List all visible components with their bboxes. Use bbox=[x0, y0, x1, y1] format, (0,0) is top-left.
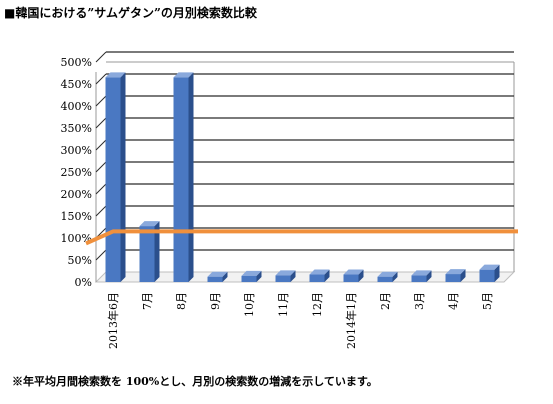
bar bbox=[377, 276, 393, 282]
y-tick-label: 200% bbox=[61, 188, 92, 201]
bar-side bbox=[290, 270, 296, 282]
bar bbox=[139, 226, 155, 282]
gridline-diag bbox=[95, 205, 107, 217]
x-tick-label: 4月 bbox=[447, 292, 460, 310]
reference-line bbox=[85, 229, 518, 246]
gridline-diag bbox=[95, 117, 107, 129]
y-tick-label: 300% bbox=[61, 144, 92, 157]
bar-side bbox=[494, 264, 500, 282]
gridline-diag bbox=[95, 249, 107, 261]
bar bbox=[275, 275, 291, 282]
bar-side bbox=[460, 269, 466, 282]
y-tick-label: 400% bbox=[61, 100, 92, 113]
bar bbox=[343, 274, 359, 282]
y-tick-label: 0% bbox=[75, 276, 92, 289]
gridline-diag bbox=[95, 73, 107, 85]
gridline-diag bbox=[95, 51, 107, 63]
bar-side bbox=[358, 269, 364, 282]
bar-top bbox=[173, 72, 194, 78]
y-tick-label: 100% bbox=[61, 232, 92, 245]
bar-side bbox=[256, 270, 262, 282]
bar-top bbox=[309, 269, 330, 275]
gridline-diag bbox=[95, 183, 107, 195]
x-tick-label: 5月 bbox=[481, 292, 494, 310]
y-tick-label: 450% bbox=[61, 78, 92, 91]
x-tick-label: 10月 bbox=[243, 292, 256, 317]
x-tick-label: 2013年6月 bbox=[106, 292, 120, 349]
y-tick-label: 250% bbox=[61, 166, 92, 179]
x-tick-label: 3月 bbox=[413, 292, 426, 310]
bar-side bbox=[154, 221, 160, 282]
bar bbox=[309, 274, 325, 282]
bar-side bbox=[188, 72, 194, 283]
bar-side bbox=[426, 270, 432, 282]
bar-top bbox=[343, 269, 364, 275]
x-tick-label: 8月 bbox=[175, 292, 188, 310]
x-tick-label: 2月 bbox=[379, 292, 392, 310]
bar-side bbox=[392, 271, 398, 282]
chart-title: ■韓国における”サムゲタン”の月別検索数比較 bbox=[4, 6, 257, 20]
x-tick-label: 7月 bbox=[141, 292, 154, 310]
bar bbox=[411, 275, 427, 282]
bar-side bbox=[222, 271, 228, 282]
bar-top bbox=[207, 271, 228, 277]
bar-top bbox=[139, 221, 160, 227]
y-tick-label: 350% bbox=[61, 122, 92, 135]
gridline-diag bbox=[95, 139, 107, 151]
y-tick-label: 150% bbox=[61, 210, 92, 223]
footnote: ※年平均月間検索数を 100%とし、月別の検索数の増減を示しています。 bbox=[12, 375, 378, 388]
bar-top bbox=[377, 271, 398, 277]
bar bbox=[241, 275, 257, 282]
gridline-diag bbox=[95, 161, 107, 173]
bar-top bbox=[479, 264, 500, 270]
bar bbox=[105, 77, 121, 283]
bar-top bbox=[445, 269, 466, 275]
gridline-diag bbox=[95, 95, 107, 107]
bar-top bbox=[241, 270, 262, 276]
bar-side bbox=[324, 269, 330, 282]
bar-top bbox=[275, 270, 296, 276]
bar bbox=[445, 274, 461, 282]
x-tick-label: 12月 bbox=[311, 292, 324, 317]
bar-top bbox=[411, 270, 432, 276]
x-tick-label: 9月 bbox=[209, 292, 222, 310]
y-tick-label: 50% bbox=[68, 254, 92, 267]
bar-side bbox=[120, 72, 126, 283]
bar bbox=[207, 276, 223, 282]
bar bbox=[479, 269, 495, 282]
bar bbox=[173, 77, 189, 283]
bar-top bbox=[105, 72, 126, 78]
y-tick-label: 500% bbox=[61, 56, 92, 69]
x-tick-label: 2014年1月 bbox=[344, 292, 358, 349]
x-tick-label: 11月 bbox=[277, 292, 290, 317]
